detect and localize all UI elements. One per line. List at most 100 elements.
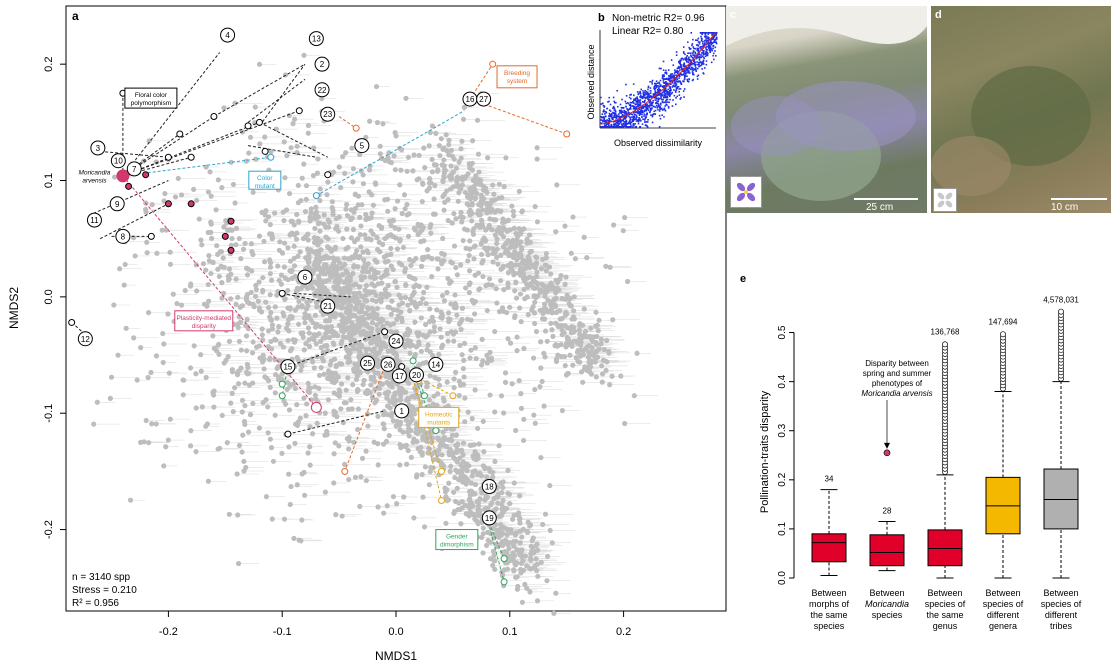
group-n: 28	[883, 507, 892, 516]
highlight-point	[261, 147, 269, 155]
disparity-boxplot: e Pollination-traits disparity 0.0 0.1 0.2…	[740, 273, 1082, 631]
boxplot-y-tick-label: 0.4	[777, 374, 788, 388]
numbered-label: 10	[110, 153, 126, 169]
pair-connector	[412, 378, 443, 501]
highlight-point	[227, 246, 235, 254]
highlight-point	[176, 130, 184, 138]
category-label: species	[814, 621, 845, 631]
category-label: morphs of	[809, 599, 850, 609]
svg-text:20: 20	[412, 371, 421, 380]
category-label: Between	[985, 588, 1020, 598]
y-tick-label: 0.2	[43, 57, 55, 72]
category-label: the same	[926, 610, 963, 620]
highlight-point	[187, 200, 195, 208]
lavender-flower-icon	[730, 176, 762, 208]
boxplot-ylabel: Pollination-traits disparity	[759, 390, 771, 513]
pair-connector	[293, 292, 351, 298]
stat-stress: Stress = 0.210	[72, 585, 137, 596]
box-3: 136,768	[927, 327, 963, 579]
highlight-point	[142, 171, 150, 179]
pair-connector	[418, 377, 454, 397]
category-label: Between	[869, 588, 904, 598]
category-label: species of	[925, 599, 966, 609]
y-tick-label: -0.2	[43, 520, 55, 539]
group-n: 4,578,031	[1043, 295, 1079, 304]
numbered-label: 25	[360, 355, 376, 371]
highlight-point	[244, 122, 252, 130]
box-2: 28	[869, 449, 905, 572]
pair-connector	[259, 63, 306, 127]
svg-text:system: system	[507, 78, 528, 85]
x-tick-label: 0.1	[502, 626, 517, 638]
category-label: Between	[1043, 588, 1078, 598]
boxplot-y-tick-label: 0.0	[777, 571, 788, 585]
svg-text:1: 1	[399, 407, 404, 416]
callout-line-4: Moricandia arvensis	[861, 389, 932, 398]
svg-text:2: 2	[320, 60, 325, 69]
svg-text:9: 9	[115, 200, 120, 209]
svg-text:19: 19	[485, 514, 494, 523]
pair-connector	[287, 331, 385, 368]
svg-text:Floral color: Floral color	[135, 92, 168, 99]
numbered-label: 23	[320, 106, 336, 122]
x-tick-label: 0.0	[388, 626, 403, 638]
category-label: species	[872, 610, 903, 620]
panel-a-letter: a	[72, 9, 79, 23]
pair-connector	[71, 322, 90, 338]
shepard-fit-line	[599, 31, 717, 125]
numbered-label: 6	[297, 269, 313, 285]
numbered-label: 9	[109, 196, 125, 212]
svg-text:dimorphism: dimorphism	[440, 542, 474, 549]
svg-text:polymorphism: polymorphism	[131, 100, 171, 107]
nmds2-axis-label: NMDS2	[7, 287, 21, 329]
highlight-point	[278, 392, 286, 400]
pair-connector	[88, 180, 169, 216]
nmds1-axis-label: NMDS1	[375, 649, 417, 663]
x-tick-label: -0.1	[273, 626, 292, 638]
highlight-point	[563, 130, 571, 138]
pair-connector	[247, 78, 306, 123]
boxplot-boxes: 34 28 136,768 147,694 4,578,031	[811, 295, 1079, 579]
highlight-point	[500, 578, 508, 586]
highlight-point	[278, 380, 286, 388]
numbered-label: 8	[115, 228, 131, 244]
highlight-point	[116, 169, 130, 183]
boxplot-y-tick-label: 0.3	[777, 423, 788, 437]
numbered-label: 2	[314, 56, 330, 72]
numbered-label: 24	[388, 333, 404, 349]
category-label: genera	[989, 621, 1017, 631]
numbered-label: 1	[394, 403, 410, 419]
shepard-ylabel: Observed distance	[586, 44, 596, 119]
numbered-label: 12	[77, 331, 93, 347]
numbered-label: 20	[408, 367, 424, 383]
highlight-point	[284, 430, 292, 438]
numbered-label: 3	[90, 140, 106, 156]
numbered-label: 22	[314, 82, 330, 98]
pair-connector	[247, 145, 317, 158]
group-n: 34	[825, 475, 834, 484]
pair-connector	[100, 150, 169, 158]
highlight-point	[68, 318, 76, 326]
highlight-point	[438, 496, 446, 504]
svg-text:27: 27	[479, 95, 488, 104]
numbered-label: 16	[462, 91, 478, 107]
pair-connector	[486, 517, 505, 583]
y-tick-label: 0.0	[43, 289, 55, 304]
group-n: 136,768	[931, 327, 960, 336]
group-n: 147,694	[989, 318, 1018, 327]
highlight-point	[221, 232, 229, 240]
pair-connector	[412, 378, 442, 472]
svg-text:4: 4	[225, 31, 230, 40]
svg-text:22: 22	[318, 86, 327, 95]
callout-line-2: spring and summer	[863, 369, 932, 378]
panel-c-letter: c	[730, 9, 737, 21]
highlight-point	[409, 357, 417, 365]
moricandia-label: Moricandia	[79, 170, 111, 177]
category-label: genus	[933, 621, 958, 631]
